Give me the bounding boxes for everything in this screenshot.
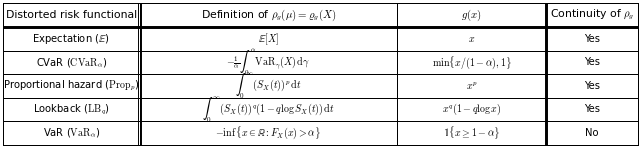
Text: Yes: Yes [584,81,600,91]
Bar [397,51,546,74]
Text: Distorted risk functional: Distorted risk functional [6,10,137,20]
Bar [3,51,140,74]
Bar [546,121,638,145]
Bar [3,3,140,27]
Text: $x^p$: $x^p$ [465,80,477,92]
Bar [3,74,140,98]
Bar [546,98,638,121]
Bar [140,3,397,27]
Bar [397,27,546,51]
Text: $-\inf\{x\in\mathbb{R}: F_X(x)>\alpha\}$: $-\inf\{x\in\mathbb{R}: F_X(x)>\alpha\}$ [215,125,321,141]
Text: $\int_0^{\infty}(S_X(t))^q(1-q\log S_X(t))\,\mathrm{d}t$: $\int_0^{\infty}(S_X(t))^q(1-q\log S_X(t… [202,94,335,125]
Text: Definition of $\rho_g(\mu) = \varrho_g(X)$: Definition of $\rho_g(\mu) = \varrho_g(X… [200,7,336,23]
Text: Yes: Yes [584,57,600,67]
Text: Yes: Yes [584,34,600,44]
Text: $-\frac{1}{\alpha}\int_0^{\alpha} \mathrm{VaR}_{\gamma}(X)\,\mathrm{d}\gamma$: $-\frac{1}{\alpha}\int_0^{\alpha} \mathr… [227,47,310,78]
Bar [140,27,397,51]
Text: Yes: Yes [584,104,600,114]
Bar [546,3,638,27]
Text: $g(x)$: $g(x)$ [461,7,482,23]
Text: VaR ($\mathrm{VaR}_{\alpha}$): VaR ($\mathrm{VaR}_{\alpha}$) [43,126,100,140]
Bar [397,3,546,27]
Bar [140,51,397,74]
Bar [140,98,397,121]
Text: Expectation ($\mathbb{E}$): Expectation ($\mathbb{E}$) [33,32,111,46]
Text: Proportional hazard ($\mathrm{Prop}_p$): Proportional hazard ($\mathrm{Prop}_p$) [3,79,140,93]
Bar [3,27,140,51]
Bar [397,98,546,121]
Text: Continuity of $\rho_g$: Continuity of $\rho_g$ [550,8,634,22]
Bar [546,74,638,98]
Text: $\mathbb{E}[X]$: $\mathbb{E}[X]$ [258,31,279,47]
Text: $x^q(1-q\log x)$: $x^q(1-q\log x)$ [442,102,501,117]
Text: $x$: $x$ [468,34,475,44]
Text: $\min\{x/(1-\alpha),1\}$: $\min\{x/(1-\alpha),1\}$ [431,54,511,71]
Bar [3,98,140,121]
Bar [546,27,638,51]
Bar [397,121,546,145]
Text: $\int_0^{\infty}(S_X(t))^p\,\mathrm{d}t$: $\int_0^{\infty}(S_X(t))^p\,\mathrm{d}t$ [235,71,301,101]
Bar [140,74,397,98]
Text: No: No [586,128,599,138]
Text: CVaR ($\mathrm{CVaR}_{\alpha}$): CVaR ($\mathrm{CVaR}_{\alpha}$) [36,56,108,69]
Bar [546,51,638,74]
Bar [397,74,546,98]
Text: $\mathbb{1}\{x\geq 1-\alpha\}$: $\mathbb{1}\{x\geq 1-\alpha\}$ [443,124,500,141]
Bar [140,121,397,145]
Text: Lookback ($\mathrm{LB}_q$): Lookback ($\mathrm{LB}_q$) [33,102,110,117]
Bar [3,121,140,145]
